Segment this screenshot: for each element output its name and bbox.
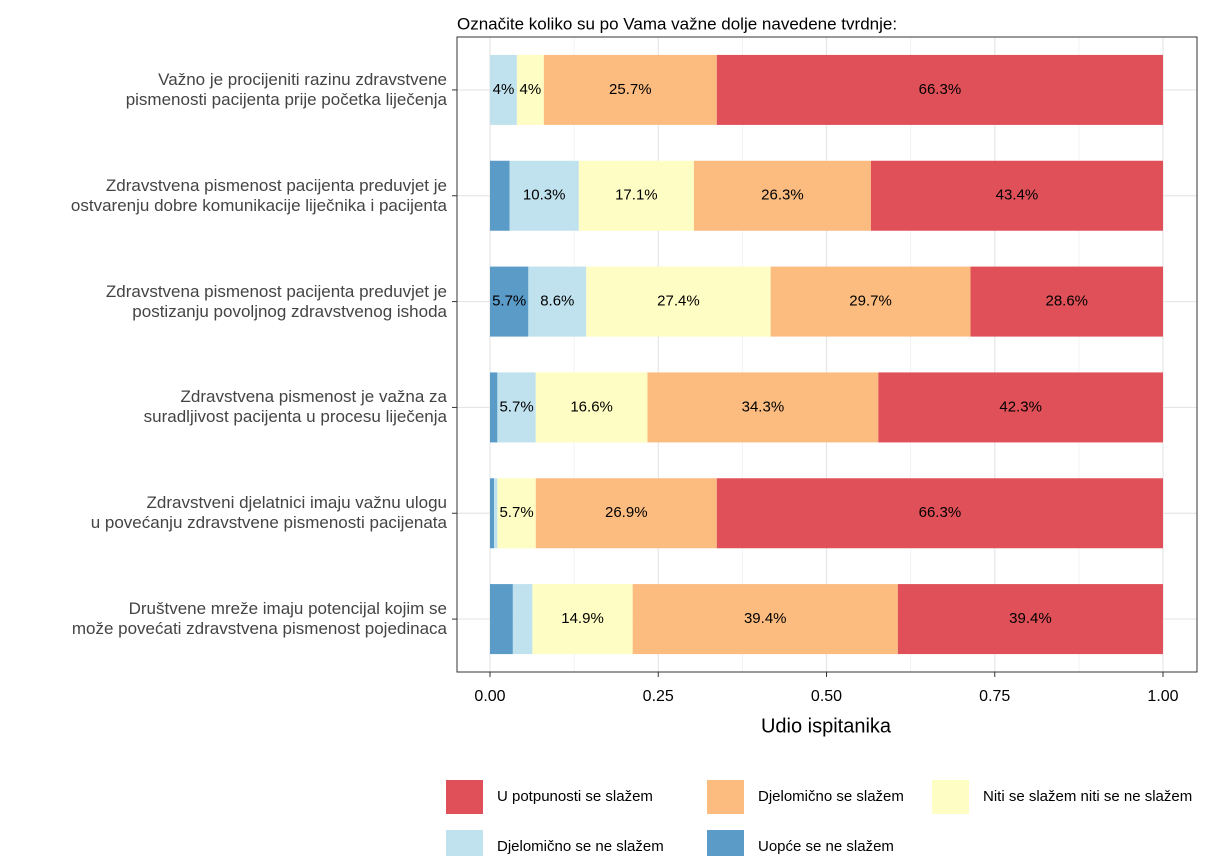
legend-label: U potpunosti se slažem — [497, 788, 653, 805]
bar-segment — [586, 266, 771, 337]
data-label: 4% — [520, 81, 542, 98]
data-label: 43.4% — [996, 187, 1039, 204]
data-label: 4% — [493, 81, 515, 98]
panel-border — [456, 36, 1198, 673]
bar-segment — [490, 266, 529, 337]
data-label: 5.7% — [499, 504, 533, 521]
x-tick-label: 0.00 — [474, 688, 505, 705]
data-label: 66.3% — [919, 504, 962, 521]
data-label: 34.3% — [742, 398, 785, 415]
legend-key — [707, 780, 744, 814]
data-label: 39.4% — [1009, 610, 1052, 627]
bar-segment — [632, 584, 898, 655]
data-label: 8.6% — [540, 293, 574, 310]
chart-title: Označite koliko su po Vama važne dolje n… — [457, 14, 897, 33]
legend-label: Uopće se ne slažem — [758, 838, 894, 855]
bar-segment — [770, 266, 971, 337]
bar-segment — [490, 54, 517, 125]
legend-label: Niti se slažem niti se ne slažem — [983, 788, 1192, 805]
bar-segment — [497, 478, 536, 549]
legend-key — [446, 830, 483, 856]
bar-segment — [512, 584, 533, 655]
data-label: 42.3% — [999, 398, 1042, 415]
bar-segment — [578, 160, 694, 231]
bar-segment — [543, 54, 717, 125]
bar-segment — [528, 266, 587, 337]
bar-segment — [509, 160, 579, 231]
bar-segment — [490, 372, 498, 443]
y-tick-label: Zdravstvena pismenost pacijenta preduvje… — [105, 281, 447, 321]
bar-segment — [490, 160, 510, 231]
data-label: 26.9% — [605, 504, 648, 521]
bar-segment — [970, 266, 1163, 337]
y-tick-label: Društvene mreže imaju potencijal kojim s… — [71, 599, 447, 639]
bar-segment — [535, 478, 717, 549]
bar-segment — [516, 54, 544, 125]
x-axis-title: Udio ispitanika — [761, 715, 892, 737]
data-label: 25.7% — [609, 81, 652, 98]
bar-segment — [716, 54, 1163, 125]
data-label: 5.7% — [492, 293, 526, 310]
bar-segment — [532, 584, 633, 655]
data-label: 66.3% — [919, 81, 962, 98]
bar-segment — [897, 584, 1163, 655]
data-label: 10.3% — [523, 187, 566, 204]
data-label: 17.1% — [615, 187, 658, 204]
legend-key — [446, 780, 483, 814]
y-tick-label: Zdravstvena pismenost pacijenta preduvje… — [70, 175, 447, 215]
data-label: 26.3% — [761, 187, 804, 204]
x-tick-label: 0.25 — [643, 688, 674, 705]
bar-segment — [490, 478, 495, 549]
data-label: 14.9% — [561, 610, 604, 627]
y-tick-label: Važno je procijeniti razinu zdravstvene … — [125, 69, 447, 109]
data-label: 27.4% — [657, 293, 700, 310]
x-tick-label: 1.00 — [1147, 688, 1178, 705]
legend-label: Djelomično se ne slažem — [497, 838, 664, 855]
data-label: 28.6% — [1045, 293, 1088, 310]
bar-segment — [490, 584, 513, 655]
legend-key — [932, 780, 969, 814]
bar-segment — [647, 372, 879, 443]
data-label: 16.6% — [570, 398, 613, 415]
y-tick-label: Zdravstveni djelatnici imaju važnu ulogu… — [90, 493, 447, 533]
bar-segment — [716, 478, 1163, 549]
bar-segment — [870, 160, 1163, 231]
bar-segment — [878, 372, 1163, 443]
bar-segment — [693, 160, 871, 231]
data-label: 39.4% — [744, 610, 787, 627]
legend-label: Djelomično se slažem — [758, 788, 904, 805]
y-tick-label: Zdravstvena pismenost je važna za suradl… — [143, 387, 447, 427]
data-label: 5.7% — [499, 398, 533, 415]
legend-key — [707, 830, 744, 856]
bar-segment — [494, 478, 498, 549]
data-label: 29.7% — [849, 293, 892, 310]
bar-segment — [535, 372, 648, 443]
x-tick-label: 0.75 — [979, 688, 1010, 705]
bar-segment — [497, 372, 536, 443]
x-tick-label: 0.50 — [811, 688, 842, 705]
